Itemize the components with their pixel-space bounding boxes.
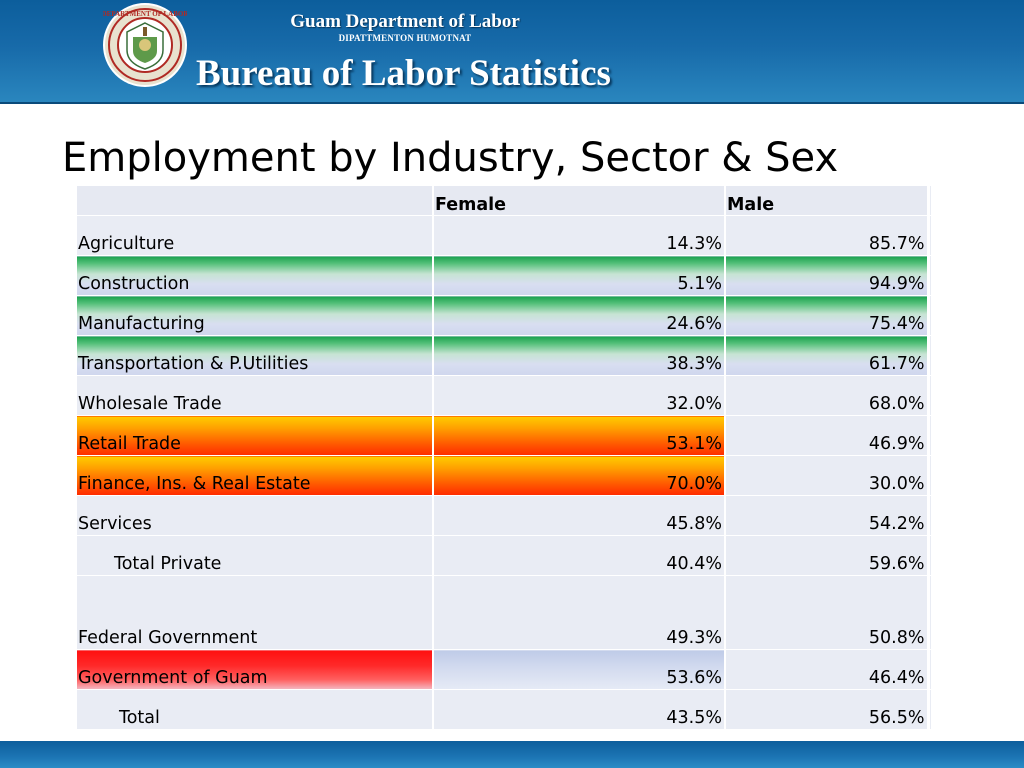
industry-cell: Services	[77, 495, 434, 536]
header-banner: DEPARTMENT OF LABOR Guam Department of L…	[0, 0, 1024, 104]
table-row: Total 43.5% 56.5%	[77, 689, 933, 730]
table-edge	[928, 295, 933, 336]
industry-cell: Manufacturing	[77, 295, 434, 336]
industry-cell: Agriculture	[77, 215, 434, 256]
male-cell: 85.7%	[725, 215, 930, 256]
table-edge	[928, 495, 933, 536]
female-cell: 53.6%	[433, 649, 726, 690]
male-cell: 59.6%	[725, 535, 930, 576]
header-cell-female: Female	[433, 186, 726, 216]
table-row: Federal Government 49.3% 50.8%	[77, 575, 933, 650]
female-cell: 5.1%	[433, 255, 726, 296]
industry-cell: Total	[77, 689, 434, 730]
industry-cell: Total Private	[77, 535, 434, 576]
table-edge	[928, 415, 933, 456]
male-cell: 46.9%	[725, 415, 930, 456]
agency-title: Guam Department of Labor	[290, 11, 520, 32]
male-cell: 56.5%	[725, 689, 930, 730]
table-row: Agriculture 14.3% 85.7%	[77, 215, 933, 256]
table-edge	[928, 255, 933, 296]
male-cell: 61.7%	[725, 335, 930, 376]
table-edge	[928, 689, 933, 730]
industry-cell: Transportation & P.Utilities	[77, 335, 434, 376]
industry-cell: Federal Government	[77, 575, 434, 650]
table-edge	[928, 375, 933, 416]
bureau-title: Bureau of Labor Statistics	[196, 53, 611, 94]
table-row: Manufacturing 24.6% 75.4%	[77, 295, 933, 336]
female-cell: 40.4%	[433, 535, 726, 576]
table-edge	[928, 575, 933, 650]
industry-cell: Wholesale Trade	[77, 375, 434, 416]
male-cell: 50.8%	[725, 575, 930, 650]
female-cell: 43.5%	[433, 689, 726, 730]
male-cell: 30.0%	[725, 455, 930, 496]
table-row: Finance, Ins. & Real Estate 70.0% 30.0%	[77, 455, 933, 496]
male-cell: 75.4%	[725, 295, 930, 336]
female-cell: 24.6%	[433, 295, 726, 336]
header-cell-male: Male	[725, 186, 930, 216]
table-row: Wholesale Trade 32.0% 68.0%	[77, 375, 933, 416]
table-row: Construction 5.1% 94.9%	[77, 255, 933, 296]
footer-band	[0, 741, 1024, 768]
table-edge	[928, 335, 933, 376]
svg-text:DEPARTMENT OF LABOR: DEPARTMENT OF LABOR	[103, 10, 187, 18]
header-cell-industry	[77, 186, 434, 216]
industry-cell: Retail Trade	[77, 415, 434, 456]
female-cell: 45.8%	[433, 495, 726, 536]
table-edge	[928, 215, 933, 256]
male-cell: 68.0%	[725, 375, 930, 416]
table-edge	[928, 649, 933, 690]
female-cell: 32.0%	[433, 375, 726, 416]
industry-cell: Government of Guam	[77, 649, 434, 690]
table-edge	[928, 455, 933, 496]
industry-cell: Construction	[77, 255, 434, 296]
table-row: Transportation & P.Utilities 38.3% 61.7%	[77, 335, 933, 376]
male-cell: 54.2%	[725, 495, 930, 536]
female-cell: 38.3%	[433, 335, 726, 376]
department-seal-logo: DEPARTMENT OF LABOR	[103, 3, 187, 87]
female-cell: 49.3%	[433, 575, 726, 650]
female-cell: 70.0%	[433, 455, 726, 496]
table-row: Government of Guam 53.6% 46.4%	[77, 649, 933, 690]
table-row: Total Private 40.4% 59.6%	[77, 535, 933, 576]
male-cell: 94.9%	[725, 255, 930, 296]
agency-subtitle: DIPATTMENTON HUMOTNAT	[338, 33, 472, 43]
table-edge	[928, 186, 933, 216]
page-title: Employment by Industry, Sector & Sex	[62, 135, 839, 181]
female-cell: 53.1%	[433, 415, 726, 456]
employment-table: Female Male Agriculture 14.3% 85.7% Cons…	[77, 186, 933, 730]
female-cell: 14.3%	[433, 215, 726, 256]
agency-heading: Guam Department of Labor DIPATTMENTON HU…	[268, 11, 542, 43]
table-edge	[928, 535, 933, 576]
table-row: Services 45.8% 54.2%	[77, 495, 933, 536]
male-cell: 46.4%	[725, 649, 930, 690]
table-row: Retail Trade 53.1% 46.9%	[77, 415, 933, 456]
table-header-row: Female Male	[77, 186, 933, 216]
industry-cell: Finance, Ins. & Real Estate	[77, 455, 434, 496]
